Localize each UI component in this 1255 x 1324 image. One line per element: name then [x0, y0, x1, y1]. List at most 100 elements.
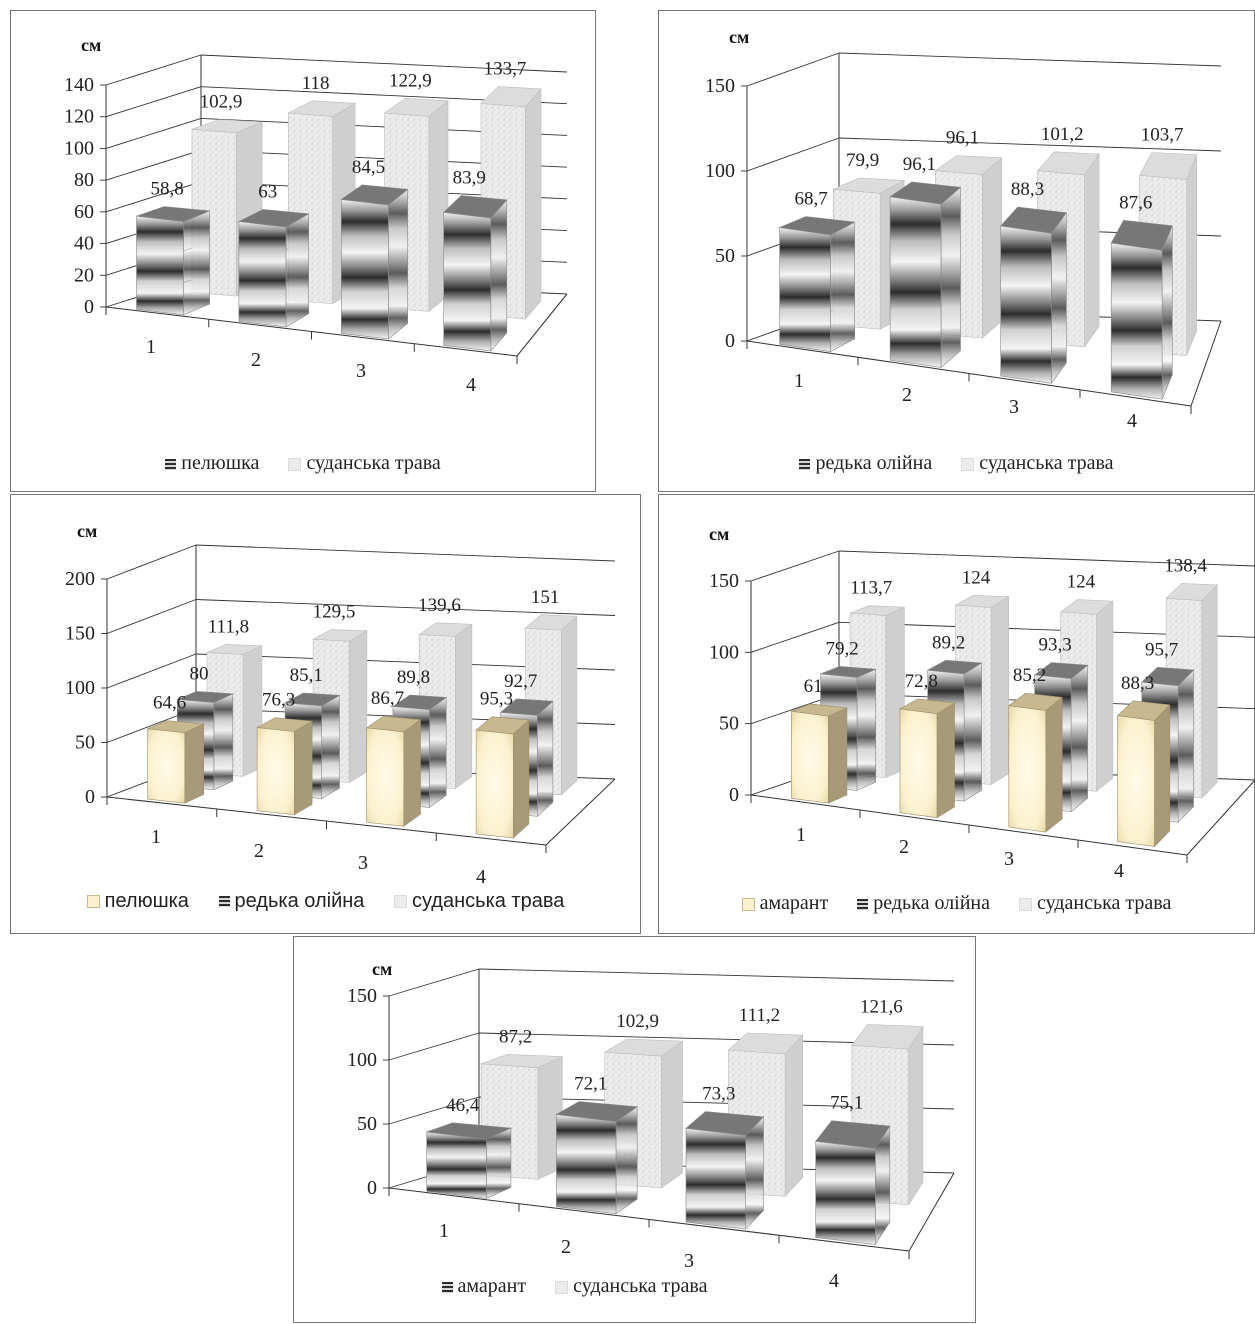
- gridline: [478, 968, 955, 982]
- bar-top: [1008, 692, 1063, 711]
- data-label: 111,8: [208, 616, 249, 637]
- bar-side: [403, 719, 421, 827]
- data-label: 46,4: [446, 1095, 480, 1116]
- chart-panel-3: 0 50 100 150 200 см 1 2 3 4 151 139,6 129,5 111,8 92,7…: [10, 494, 641, 934]
- data-label: 89,8: [397, 667, 430, 688]
- data-label: 75,1: [830, 1093, 863, 1114]
- floor-edge: [1186, 779, 1255, 856]
- bar-front: [1008, 705, 1047, 833]
- bar-2-s1-c1: 68,7: [778, 189, 856, 353]
- bar-side: [784, 1034, 804, 1198]
- gridline: [105, 86, 202, 118]
- data-label: 84,5: [352, 157, 385, 178]
- chart-1-plot: 0 20 40 60 80 100 120 140 см 1 2 3 4 133,7 122,9 118 102…: [64, 35, 568, 396]
- bar-top: [1116, 700, 1171, 721]
- data-label: 86,7: [371, 688, 404, 709]
- bar-2-s1-c2: 96,1: [889, 154, 962, 369]
- bar-top: [1110, 219, 1173, 251]
- bar-side: [981, 157, 1002, 339]
- y-tick-label: 0: [367, 1177, 377, 1199]
- bar-top: [685, 1111, 765, 1136]
- data-label: 129,5: [313, 601, 356, 622]
- chart-3-bars: 151 139,6 129,5 111,8 92,7 89,8 85,1 80 95,3 86,7…: [147, 587, 578, 839]
- floor-edge: [908, 1172, 955, 1252]
- gridline: [838, 52, 1222, 67]
- chart-5-bars: 121,6 111,2 102,9 87,2 75,1 73,3 72,1 46,4: [426, 996, 924, 1246]
- bar-top: [475, 716, 530, 735]
- data-label: 88,3: [1121, 673, 1154, 694]
- gridline: [838, 137, 1222, 152]
- data-label: 121,6: [860, 996, 903, 1017]
- bar-front: [556, 1114, 617, 1215]
- x-category-label: 3: [1004, 848, 1014, 870]
- legend-label: пелюшка: [181, 452, 260, 474]
- legend-label: пелюшка: [104, 890, 189, 912]
- data-label: 138,4: [1164, 555, 1207, 576]
- bar-front: [238, 221, 287, 328]
- bar-top: [791, 703, 849, 717]
- bar-front: [136, 215, 184, 316]
- bar-top: [340, 184, 409, 206]
- legend-item-2-2: суданська трава: [961, 452, 1114, 475]
- data-label: 95,3: [480, 689, 513, 710]
- bar-top: [849, 605, 905, 616]
- y-tick-label: 50: [715, 245, 735, 267]
- legend-label: амарант: [457, 1275, 527, 1297]
- bar-1-s1-c3: 84,5: [340, 157, 409, 340]
- chart-3-axes: 0 50 100 150 200 см 1 2 3 4: [65, 521, 616, 888]
- data-label: 72,1: [574, 1073, 607, 1094]
- y-tick-label: 100: [709, 641, 739, 663]
- gridline: [388, 968, 480, 997]
- chart-4-plot: 0 50 100 150 см 1 2 3 4 138,4 124 124 113,7 95,7 93,3 8…: [709, 524, 1255, 882]
- bar-top: [1036, 151, 1100, 176]
- bar-top: [727, 1032, 804, 1055]
- bar-3-s1-c1: 64,6: [147, 693, 205, 804]
- y-tick-label: 100: [64, 137, 94, 159]
- x-category-label: 2: [561, 1236, 571, 1258]
- x-category-label: 3: [684, 1250, 694, 1272]
- bar-side: [561, 615, 578, 796]
- chart-5-plot: 0 50 100 150 см 1 2 3 4 121,6 111,2 102,9 87,2 75,1 73…: [347, 959, 955, 1292]
- bar-top: [418, 622, 473, 637]
- chart-panel-2: 0 50 100 150 см 1 2 3 4 103,7 101,2 96,1 79,9 87,6 88,…: [658, 10, 1255, 492]
- bar-side: [285, 213, 310, 328]
- bar-front: [791, 710, 829, 804]
- data-label: 124: [1067, 572, 1096, 593]
- gridline: [105, 181, 202, 213]
- bar-front: [815, 1140, 876, 1245]
- legend-item-3-3: суданська трава: [393, 890, 564, 913]
- bar-3-s1-c2: 76,3: [256, 690, 314, 816]
- bar-4-s1-c2: 72,8: [899, 671, 956, 819]
- bar-front: [1110, 242, 1163, 400]
- bar-top: [889, 181, 962, 205]
- legend-label: суданська трава: [1037, 892, 1172, 914]
- data-label: 113,7: [850, 578, 892, 599]
- y-tick-label: 60: [74, 201, 94, 223]
- bar-side: [490, 199, 508, 352]
- y-tick-label: 50: [75, 732, 95, 754]
- bar-top: [177, 691, 233, 703]
- bar-side: [1096, 600, 1114, 792]
- chart-1-legend: пелюшка суданська трава: [11, 452, 595, 475]
- y-tick-label: 20: [74, 264, 94, 286]
- bar-top: [815, 1120, 891, 1149]
- data-label: 139,6: [418, 595, 461, 616]
- chart-3-legend: пелюшка редька олійна суданська трава: [11, 890, 640, 913]
- bar-4-s1-c3: 85,2: [1008, 665, 1063, 833]
- bar-side: [486, 1127, 512, 1199]
- y-tick-label: 100: [347, 1049, 377, 1071]
- gridline: [106, 544, 197, 580]
- bar-side: [830, 221, 855, 353]
- data-label: 133,7: [484, 59, 527, 80]
- data-label: 73,3: [702, 1083, 735, 1104]
- bar-front: [366, 727, 405, 827]
- bar-front: [1000, 225, 1052, 384]
- bar-5-s1-c4: 75,1: [815, 1093, 891, 1246]
- bar-5-s1-c1: 46,4: [426, 1095, 513, 1199]
- legend-item-5-2: суданська трава: [555, 1275, 707, 1298]
- bar-side: [536, 700, 554, 817]
- y-tick-label: 100: [65, 677, 95, 699]
- bar-front: [340, 199, 389, 340]
- chart-5-axes: 0 50 100 150 см 1 2 3 4: [347, 959, 955, 1292]
- bar-top: [287, 100, 357, 117]
